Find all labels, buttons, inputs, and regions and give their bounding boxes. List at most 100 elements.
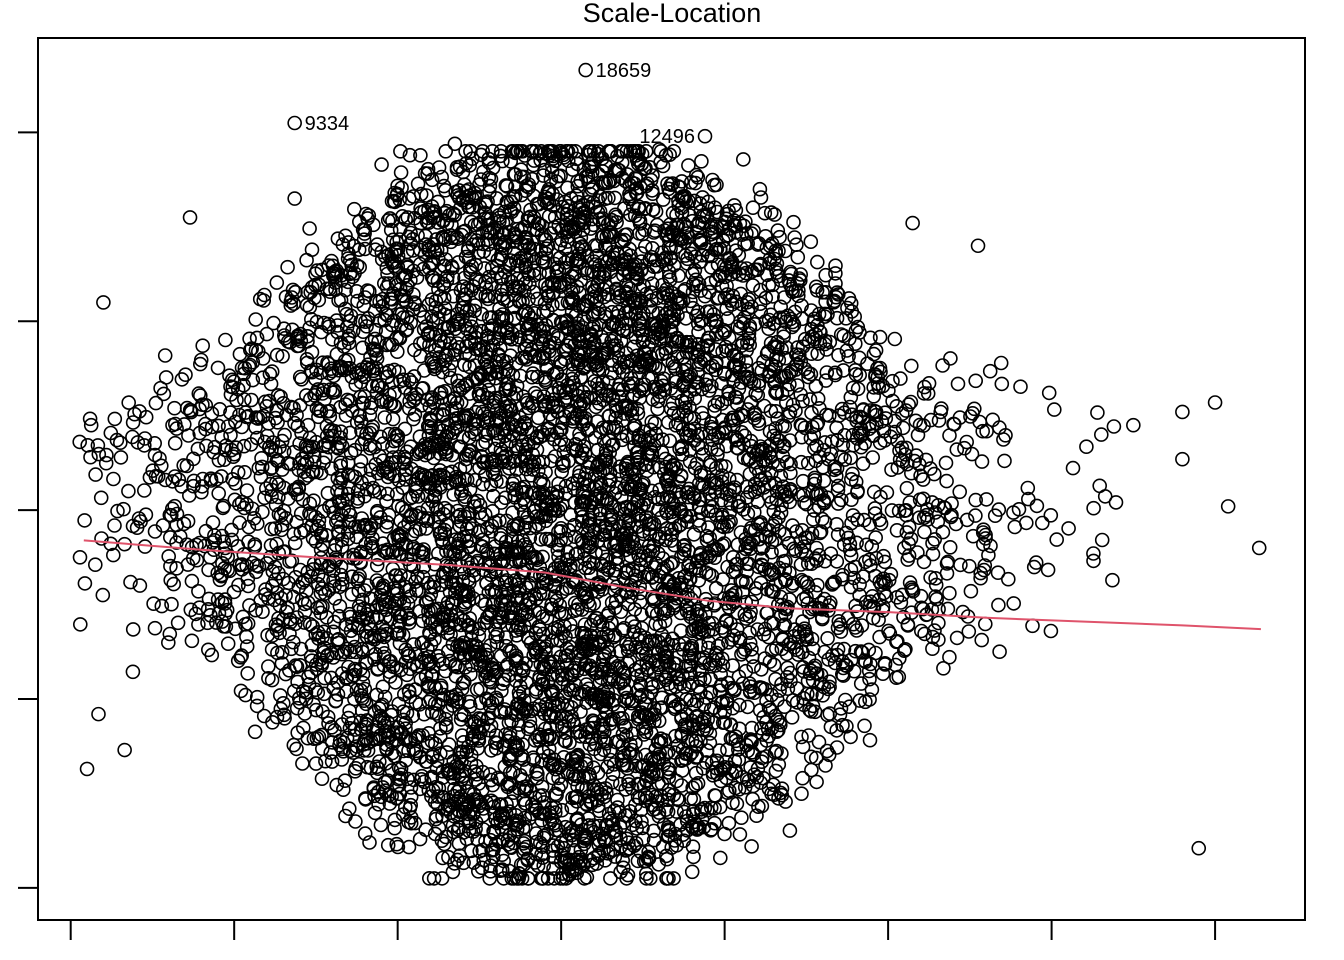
data-point	[224, 522, 239, 538]
data-point	[602, 662, 618, 677]
data-point	[829, 516, 844, 532]
data-point	[893, 371, 908, 386]
data-point	[1079, 439, 1094, 455]
data-point	[810, 346, 826, 362]
data-point	[233, 683, 249, 699]
data-point	[903, 394, 919, 410]
data-point	[842, 536, 858, 552]
data-point	[850, 381, 866, 397]
data-point	[1025, 618, 1040, 634]
data-point	[831, 347, 846, 363]
data-point	[1094, 427, 1109, 442]
data-point	[83, 449, 98, 465]
data-point	[612, 776, 628, 792]
data-point	[916, 386, 932, 401]
data-point	[1041, 385, 1057, 401]
data-point	[830, 478, 846, 494]
data-point	[795, 739, 811, 755]
data-point	[616, 620, 632, 636]
data-point	[992, 644, 1007, 660]
data-point	[767, 207, 782, 222]
data-point	[699, 597, 715, 612]
data-point	[857, 718, 872, 734]
data-point	[977, 616, 993, 632]
data-point	[543, 453, 559, 469]
data-point	[745, 200, 761, 215]
data-point	[871, 612, 886, 628]
data-point	[1105, 572, 1120, 588]
data-point	[294, 425, 309, 441]
data-point	[828, 468, 844, 484]
data-point	[766, 565, 782, 581]
data-point	[818, 284, 834, 300]
data-point	[430, 789, 446, 804]
data-point	[269, 347, 285, 363]
data-point	[320, 709, 336, 725]
data-point	[974, 632, 990, 648]
data-point	[829, 285, 845, 300]
data-point	[289, 407, 304, 423]
data-point	[377, 410, 393, 425]
data-point	[864, 682, 880, 697]
data-point	[688, 777, 703, 793]
data-point	[356, 693, 372, 709]
data-point	[218, 619, 234, 634]
data-point	[498, 178, 514, 193]
data-point	[827, 462, 842, 478]
data-point	[205, 535, 220, 550]
data-point	[393, 165, 409, 180]
data-point	[1035, 515, 1050, 531]
data-point	[707, 398, 723, 413]
plot-frame	[37, 37, 1306, 921]
data-point	[943, 351, 958, 366]
data-point	[210, 360, 226, 376]
data-point	[804, 762, 819, 778]
data-point	[380, 837, 396, 853]
data-point	[833, 624, 849, 639]
data-point	[651, 634, 666, 650]
data-point	[800, 455, 816, 471]
data-point	[804, 405, 819, 421]
data-point	[520, 721, 536, 737]
data-point	[637, 788, 653, 803]
data-point	[308, 756, 324, 771]
data-point	[113, 450, 129, 465]
data-point	[333, 455, 349, 471]
data-point	[395, 807, 411, 822]
y-axis	[18, 131, 38, 889]
data-point	[872, 329, 888, 345]
data-point	[769, 724, 785, 740]
data-point	[708, 580, 724, 596]
data-point	[771, 791, 786, 806]
data-point	[164, 596, 179, 612]
data-point	[1026, 559, 1042, 575]
data-point	[387, 820, 402, 836]
data-point	[809, 774, 824, 790]
data-point	[1094, 532, 1110, 548]
data-point	[398, 642, 414, 658]
data-point	[942, 649, 957, 665]
data-point	[817, 435, 833, 450]
data-point	[163, 572, 178, 588]
data-point	[285, 589, 301, 605]
data-point	[545, 843, 561, 858]
data-point	[360, 311, 376, 326]
data-point	[1013, 379, 1028, 395]
x-axis	[69, 920, 1217, 940]
data-point	[374, 244, 390, 260]
data-point	[262, 439, 277, 455]
data-point	[749, 808, 764, 824]
data-point	[848, 598, 863, 614]
data-point	[795, 614, 810, 629]
data-point	[348, 760, 364, 776]
data-point	[931, 615, 946, 631]
data-point	[979, 492, 994, 507]
data-point	[843, 579, 859, 595]
data-point	[77, 576, 93, 591]
data-point	[896, 643, 912, 659]
data-point	[162, 626, 178, 642]
data-point	[218, 332, 233, 348]
data-point	[753, 190, 769, 205]
data-point	[1108, 495, 1124, 510]
data-point	[504, 840, 519, 856]
